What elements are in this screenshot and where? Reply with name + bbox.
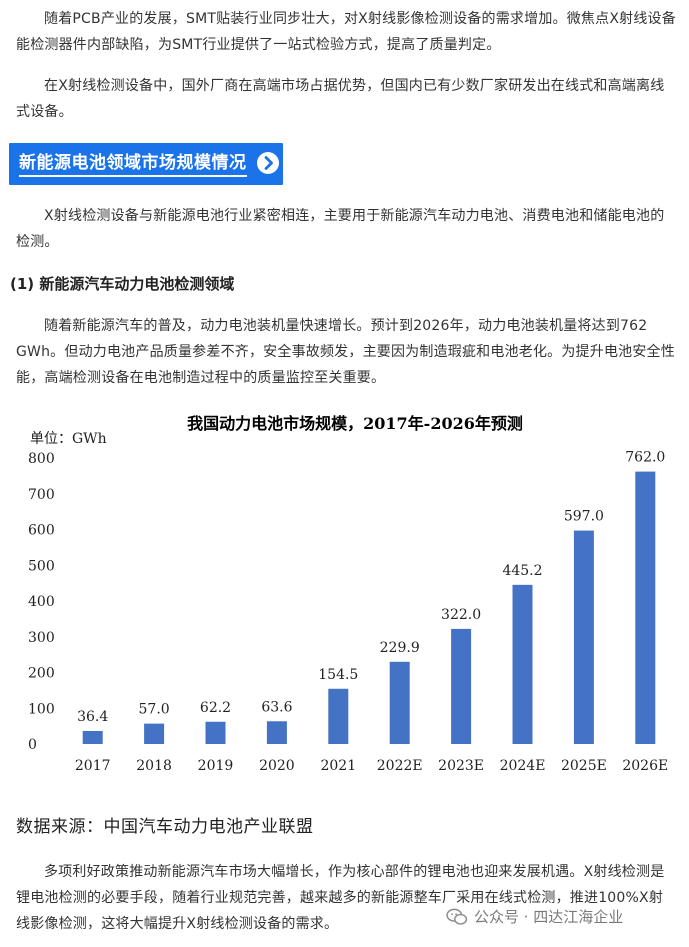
paragraph-ev: 随着新能源汽车的普及，动力电池装机量快速增长。预计到2026年，动力电池装机量将… — [16, 318, 675, 386]
paragraph-domestic: 在X射线检测设备中，国外厂商在高端市场占据优势，但国内已有少数厂家研发出在线式和… — [16, 78, 665, 120]
x-tick-label: 2019 — [198, 758, 234, 774]
value-label: 36.4 — [77, 709, 108, 725]
y-tick-label: 800 — [28, 451, 55, 467]
paragraph-battery-intro: X射线检测设备与新能源电池行业紧密相连，主要用于新能源汽车动力电池、消费电池和储… — [16, 208, 665, 250]
chart-canvas: 我国动力电池市场规模，2017年-2026年预测 单位：GWh 0 100 200 3… — [28, 414, 668, 774]
market-size-chart: 我国动力电池市场规模，2017年-2026年预测 单位：GWh 0 100 200 3… — [0, 400, 689, 792]
bar-2025E — [573, 530, 594, 744]
value-label: 229.9 — [380, 640, 420, 656]
data-source: 数据来源：中国汽车动力电池产业联盟 — [16, 817, 314, 837]
y-tick-label: 500 — [28, 558, 55, 574]
x-tick-label: 2017 — [75, 758, 111, 774]
bar-2018 — [144, 723, 165, 744]
x-tick-label: 2023E — [438, 758, 484, 774]
value-label: 322.0 — [441, 607, 481, 623]
bar-2019 — [205, 721, 226, 744]
y-tick-label: 300 — [28, 630, 55, 646]
section-banner: 新能源电池领域市场规模情况 — [9, 143, 283, 185]
y-tick-label: 400 — [28, 594, 55, 610]
value-label: 57.0 — [139, 702, 170, 718]
watermark: 公众号 · 四达江海企业 — [446, 906, 623, 927]
y-tick-label: 100 — [28, 701, 55, 717]
wechat-icon — [446, 908, 468, 925]
value-labels: 36.4 57.0 62.2 63.6 154.5 229.9 322.0 445.2 597.… — [77, 450, 665, 725]
value-label: 762.0 — [625, 450, 665, 466]
x-tick-label: 2022E — [377, 758, 423, 774]
section-title: 新能源电池领域市场规模情况 — [19, 152, 247, 177]
bar-2020 — [266, 721, 287, 744]
chart-unit-label: 单位：GWh — [30, 431, 107, 447]
bar-2017 — [82, 730, 103, 744]
x-tick-label: 2018 — [136, 758, 172, 774]
value-label: 62.2 — [200, 700, 231, 716]
paragraph-policy: 多项利好政策推动新能源汽车市场大幅增长，作为核心部件的锂电池也迎来发展机遇。X射… — [16, 864, 665, 932]
y-axis-ticks: 0 100 200 300 400 500 600 700 800 — [28, 451, 55, 753]
y-tick-label: 200 — [28, 666, 55, 682]
x-tick-label: 2025E — [561, 758, 607, 774]
watermark-text: 公众号 · 四达江海企业 — [474, 908, 624, 926]
x-tick-label: 2026E — [622, 758, 668, 774]
x-tick-label: 2024E — [500, 758, 546, 774]
bar-2023E — [451, 628, 472, 744]
chevron-right-circle-icon — [257, 152, 279, 174]
bar-2022E — [389, 661, 410, 744]
x-tick-label: 2020 — [259, 758, 295, 774]
y-tick-label: 600 — [28, 523, 55, 539]
x-tick-label: 2021 — [320, 758, 356, 774]
paragraph-pcb: 随着PCB产业的发展，SMT贴装行业同步壮大，对X射线影像检测设备的需求增加。微… — [16, 11, 676, 53]
x-axis-ticks: 2017 2018 2019 2020 2021 2022E 2023E 2024E 2025E… — [75, 758, 668, 774]
bar-2026E — [635, 471, 656, 744]
y-tick-label: 0 — [28, 737, 37, 753]
bar-series — [82, 471, 656, 744]
value-label: 63.6 — [261, 699, 292, 715]
chart-title: 我国动力电池市场规模，2017年-2026年预测 — [187, 414, 523, 433]
value-label: 154.5 — [318, 667, 358, 683]
y-tick-label: 700 — [28, 487, 55, 503]
subheading-ev-battery: (1) 新能源汽车动力电池检测领域 — [10, 275, 235, 293]
value-label: 445.2 — [502, 563, 542, 579]
bar-2024E — [512, 584, 533, 744]
value-label: 597.0 — [564, 509, 604, 525]
bar-2021 — [328, 688, 349, 744]
